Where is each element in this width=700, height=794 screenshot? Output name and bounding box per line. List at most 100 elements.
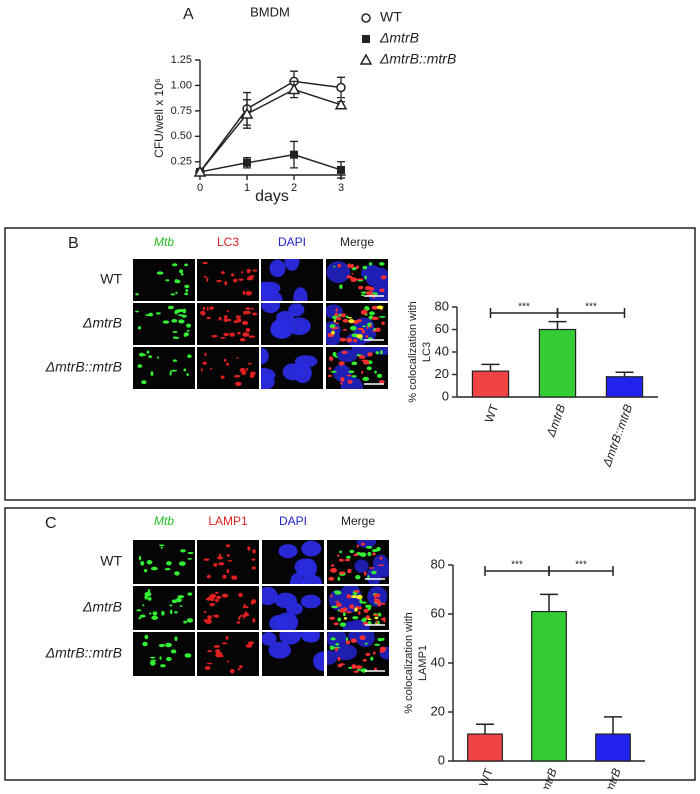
spot [367,618,372,621]
spot [149,660,154,665]
spot [367,551,372,557]
spot [215,649,221,654]
spot [348,666,353,669]
panel-label: C [45,515,57,532]
spot [247,546,251,551]
y-tick-label: 0 [438,752,445,767]
spot [346,337,353,343]
legend-label: ΔmtrB [379,30,419,46]
spot [167,305,174,310]
nucleus [287,317,311,336]
spot [347,379,353,384]
spot [346,275,352,279]
x-tick-label: WT [476,766,496,789]
spot [345,637,349,641]
spot [150,566,158,571]
spot [358,355,366,359]
spot [364,309,368,312]
spot [184,292,189,296]
spot [352,616,359,620]
nucleus [327,632,347,649]
nucleus [262,632,277,646]
spot [365,652,371,656]
x-axis-label: days [255,188,289,205]
spot [333,590,341,593]
spot [333,622,339,626]
spot [333,265,336,268]
spot [150,371,154,376]
spot [339,337,347,342]
nucleus [279,632,302,645]
spot [381,321,385,325]
spot [335,317,342,321]
spot [229,332,235,337]
spot [244,611,248,614]
spot [223,332,230,337]
spot [341,350,348,354]
nucleus [326,261,351,284]
spot [157,356,160,359]
spot [159,544,165,547]
spot [359,552,367,557]
nucleus [328,589,348,611]
spot [158,643,166,648]
spot [174,571,180,576]
spot [350,638,357,643]
y-tick-label: 60 [431,605,445,620]
spot [137,326,142,330]
spot [205,597,212,601]
spot [356,278,364,281]
bar [471,370,510,398]
y-axis-label: % colocalization with [407,301,419,403]
spot [221,642,228,645]
micrograph [197,586,259,630]
spot [222,574,227,579]
spot [368,262,373,266]
micrograph-content [261,347,318,389]
spot [330,568,338,573]
micrograph [133,632,195,676]
spot [170,293,176,296]
micrograph-content [326,304,386,345]
marker [193,165,207,177]
nucleus [261,347,269,365]
spot [377,564,385,567]
spot [245,307,251,310]
spot [199,310,206,315]
spot [151,615,159,620]
spot [149,612,152,615]
spot [179,561,186,566]
spot [378,380,385,384]
y-tick-label: 20 [431,703,445,718]
significance-bracket [548,566,614,576]
spot [204,352,207,357]
spot [213,645,220,648]
spot [344,558,351,562]
spot [205,619,212,624]
spot [329,645,335,650]
column-header: DAPI [279,514,307,528]
spot [332,315,338,319]
spot [248,362,252,365]
significance-label: *** [585,302,597,313]
spot [333,319,336,323]
spot [371,316,379,321]
spot [217,556,224,560]
spot [340,382,343,385]
micrograph-content [135,305,192,339]
legend-marker [359,53,373,65]
spot [138,617,142,620]
spot [360,291,368,294]
spot [242,290,246,295]
spot [339,622,347,627]
micrograph [133,303,195,345]
nucleus [276,310,295,325]
micrograph [197,347,259,389]
spot [147,312,154,317]
spot [353,320,359,325]
spot [225,635,229,640]
legend-label: ΔmtrB::mtrB [379,51,456,67]
spot [202,261,208,265]
spot [332,351,337,357]
nucleus [261,281,281,295]
